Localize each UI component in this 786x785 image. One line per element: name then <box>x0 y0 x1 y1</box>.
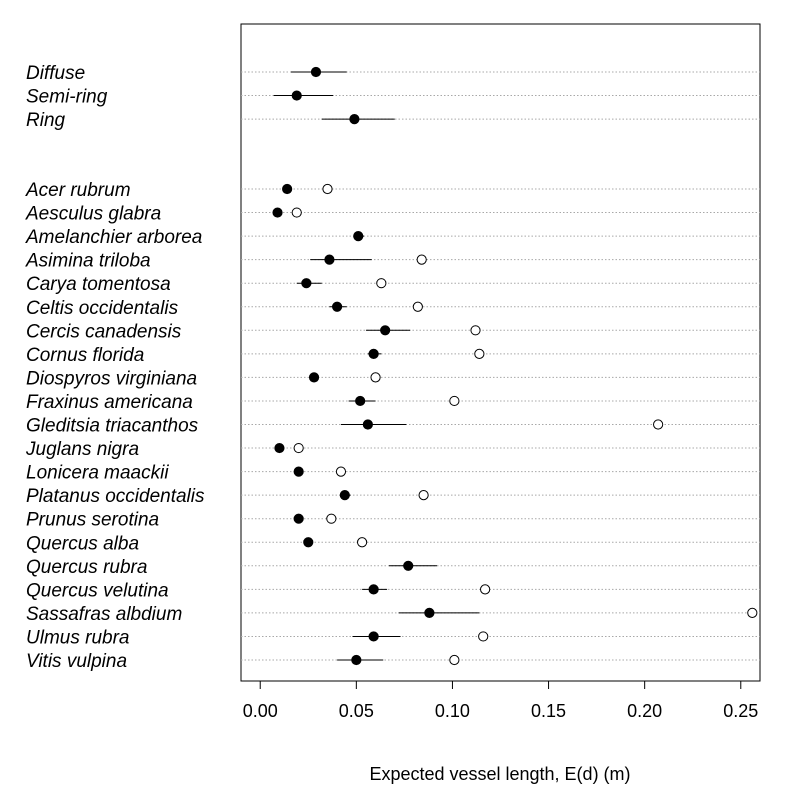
species-5-open-point <box>412 301 423 312</box>
species-19-open-point <box>478 631 489 642</box>
x-tick-label-4: 0.20 <box>627 701 662 721</box>
x-tick-label-1: 0.05 <box>339 701 374 721</box>
species-16-filled-point <box>403 560 414 571</box>
species-4-label: Carya tomentosa <box>26 274 171 295</box>
species-12-filled-point <box>293 466 304 477</box>
x-tick-label-3: 0.15 <box>531 701 566 721</box>
species-13-label: Platanus occidentalis <box>26 486 205 507</box>
species-14-open-point <box>326 513 337 524</box>
species-7-open-point <box>474 348 485 359</box>
x-tick-label-2: 0.10 <box>435 701 470 721</box>
species-13-filled-point <box>339 490 350 501</box>
grid-lines <box>241 71 760 661</box>
species-3-label: Asimina triloba <box>25 251 151 272</box>
species-4-filled-point <box>301 278 312 289</box>
species-17-label: Quercus velutina <box>26 580 169 601</box>
species-9-label: Fraxinus americana <box>26 392 193 413</box>
species-1-open-point <box>291 207 302 218</box>
species-0-label: Acer rubrum <box>25 180 131 201</box>
x-axis-title: Expected vessel length, E(d) (m) <box>369 764 630 784</box>
x-axis: 0.00 0.05 0.10 0.15 0.20 0.25 <box>243 680 758 721</box>
species-10-open-point <box>653 419 664 430</box>
error-bars <box>273 71 480 661</box>
species-0-filled-point <box>282 183 293 195</box>
species-3-open-point <box>416 254 427 265</box>
species-1-label: Aesculus glabra <box>25 204 161 225</box>
species-14-label: Prunus serotina <box>26 510 159 531</box>
species-8-filled-point <box>308 372 320 383</box>
species-16-label: Quercus rubra <box>26 557 147 578</box>
species-2-filled-point <box>353 231 364 242</box>
species-6-filled-point <box>380 325 391 336</box>
species-2-label: Amelanchier arborea <box>25 227 202 248</box>
species-19-filled-point <box>368 631 379 642</box>
species-20-label: Vitis vulpina <box>26 651 127 672</box>
group-2-filled-point <box>349 114 360 125</box>
species-0-open-point <box>322 183 333 195</box>
species-18-open-point <box>747 607 758 619</box>
group-2-label: Ring <box>26 110 66 131</box>
species-20-open-point <box>449 654 460 666</box>
species-4-open-point <box>376 278 387 289</box>
group-0-filled-point <box>310 66 322 78</box>
species-6-open-point <box>470 325 481 336</box>
species-11-filled-point <box>274 442 285 454</box>
species-19-label: Ulmus rubra <box>26 627 129 648</box>
species-15-label: Quercus alba <box>26 533 139 554</box>
species-17-open-point <box>480 584 491 595</box>
species-1-filled-point <box>272 207 283 218</box>
species-9-open-point <box>449 395 460 407</box>
species-17-filled-point <box>368 584 379 595</box>
x-tick-label-5: 0.25 <box>723 701 758 721</box>
group-1-filled-point <box>291 90 302 101</box>
species-5-label: Celtis occidentalis <box>26 298 179 319</box>
species-7-label: Cornus florida <box>26 345 144 366</box>
species-12-label: Lonicera maackii <box>26 463 169 484</box>
data-points <box>272 66 758 666</box>
x-tick-label-0: 0.00 <box>243 701 278 721</box>
species-14-filled-point <box>293 513 304 524</box>
species-18-label: Sassafras albdium <box>26 604 182 625</box>
group-1-label: Semi-ring <box>26 87 108 108</box>
species-20-filled-point <box>351 654 362 666</box>
species-10-filled-point <box>362 419 373 430</box>
species-7-filled-point <box>368 348 379 359</box>
species-11-label: Juglans nigra <box>25 439 139 460</box>
species-18-filled-point <box>424 607 435 619</box>
species-10-label: Gleditsia triacanthos <box>26 416 199 437</box>
species-15-open-point <box>357 537 368 548</box>
species-11-open-point <box>293 442 304 454</box>
plot-frame <box>240 23 761 682</box>
species-8-open-point <box>370 372 381 383</box>
species-8-label: Diospyros virginiana <box>26 368 197 389</box>
species-13-open-point <box>418 490 429 501</box>
species-9-filled-point <box>355 395 366 407</box>
species-12-open-point <box>335 466 347 477</box>
species-6-label: Cercis canadensis <box>26 321 182 342</box>
species-5-filled-point <box>332 301 343 312</box>
species-3-filled-point <box>324 254 335 265</box>
species-15-filled-point <box>303 537 314 548</box>
group-0-label: Diffuse <box>26 63 85 84</box>
